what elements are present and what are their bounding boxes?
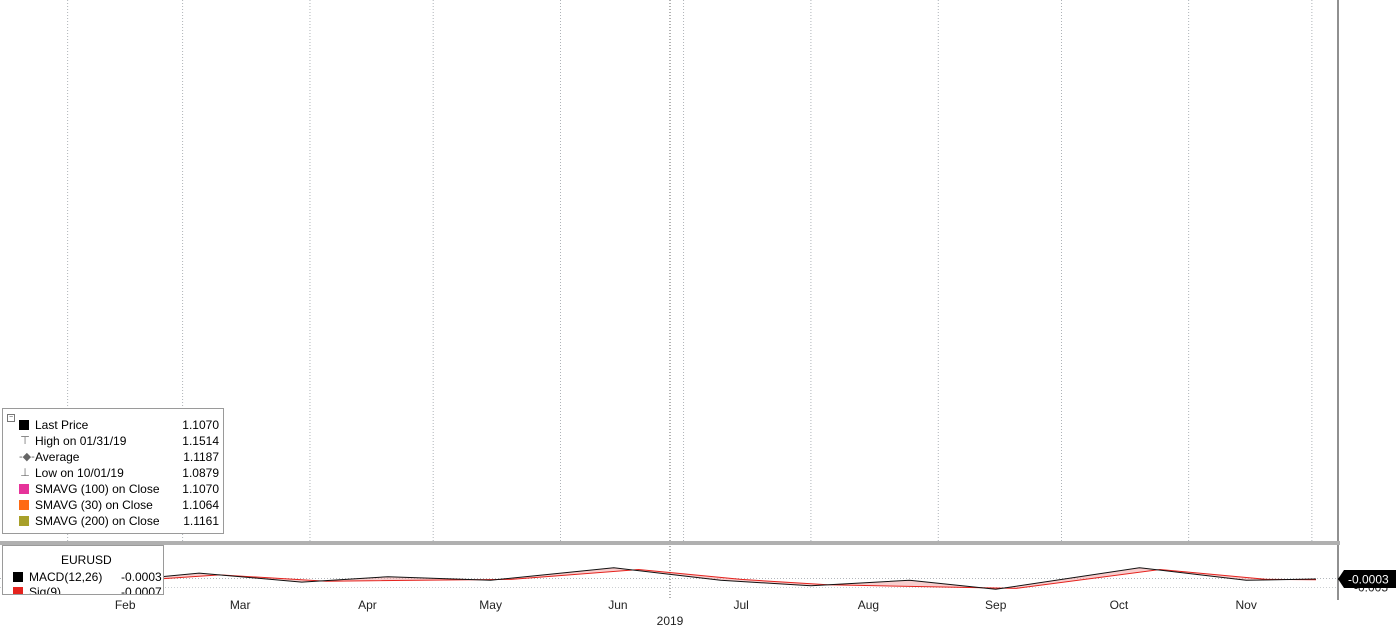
legend-row: ⊥ Low on 10/01/19 1.0879 <box>9 465 221 481</box>
signal-swatch <box>13 587 23 594</box>
macd-swatch <box>13 572 23 582</box>
legend-row: ⊤ High on 01/31/19 1.1514 <box>9 433 221 449</box>
month-label: Feb <box>115 598 136 612</box>
macd-panel: -0.005-0.0003 <box>0 541 1396 595</box>
legend-value: 1.1070 <box>182 482 219 496</box>
signal-value: -0.0007 <box>121 585 162 595</box>
legend-label: High on 01/31/19 <box>35 434 127 448</box>
time-axis: Feb Mar Apr May Jun Jul Aug Sep Oct Nov 2019 <box>115 598 1257 628</box>
legend-swatch <box>19 500 29 510</box>
legend-swatch <box>19 420 29 430</box>
collapse-toggle[interactable]: − <box>7 414 15 422</box>
price-grid <box>67 0 1313 600</box>
legend-label: SMAVG (30) on Close <box>35 498 153 512</box>
month-label: Jul <box>733 598 748 612</box>
legend-row: -◆- Average 1.1187 <box>9 449 221 465</box>
legend-swatch <box>19 516 29 526</box>
legend-value: 1.1187 <box>183 450 219 464</box>
legend-row: Last Price 1.1070 <box>9 417 221 433</box>
month-label: May <box>479 598 502 612</box>
legend-value: 1.1064 <box>182 498 219 512</box>
macd-last-label: -0.0003 <box>1348 573 1389 587</box>
legend-swatch <box>19 484 29 494</box>
macd-last-tag <box>1338 570 1396 589</box>
signal-label: Sig(9) <box>29 585 62 595</box>
month-label: Aug <box>858 598 879 612</box>
legend-marker-icon: ⊥ <box>20 467 30 479</box>
legend-label: SMAVG (100) on Close <box>35 482 160 496</box>
month-label: Oct <box>1110 598 1129 612</box>
legend-row: SMAVG (30) on Close 1.1064 <box>9 497 221 513</box>
legend-label: SMAVG (200) on Close <box>35 514 160 528</box>
legend-label: Average <box>35 450 80 464</box>
legend-row: SMAVG (100) on Close 1.1070 <box>9 481 221 497</box>
legend-row: SMAVG (200) on Close 1.1161 <box>9 513 221 529</box>
panel-separator <box>0 541 1340 545</box>
month-label: Mar <box>230 598 251 612</box>
macd-value: -0.0003 <box>121 570 162 584</box>
macd-legend-title: EURUSD <box>61 553 112 567</box>
month-label: Nov <box>1236 598 1257 612</box>
legend-value: 1.0879 <box>182 466 219 480</box>
price-axis: 1.16001.15001.11001.0900 <box>1337 0 1339 600</box>
signal-line <box>1 568 1317 589</box>
macd-line <box>1 567 1317 590</box>
year-label: 2019 <box>657 614 684 628</box>
macd-legend: EURUSD MACD(12,26) -0.0003 Sig(9) -0.000… <box>2 545 164 595</box>
legend-label: Low on 10/01/19 <box>35 466 124 480</box>
macd-label: MACD(12,26) <box>29 570 103 584</box>
legend-value: 1.1514 <box>182 434 219 448</box>
legend-marker-icon: ⊤ <box>20 435 30 447</box>
legend-value: 1.1070 <box>182 418 219 432</box>
month-label: Jun <box>608 598 627 612</box>
month-label: Apr <box>358 598 377 612</box>
main-legend: − Last Price 1.1070 ⊤ High on 01/31/19 1.151… <box>2 408 224 534</box>
legend-value: 1.1161 <box>183 514 219 528</box>
legend-label: Last Price <box>35 418 89 432</box>
legend-marker-icon: -◆- <box>19 451 35 463</box>
month-label: Sep <box>985 598 1007 612</box>
